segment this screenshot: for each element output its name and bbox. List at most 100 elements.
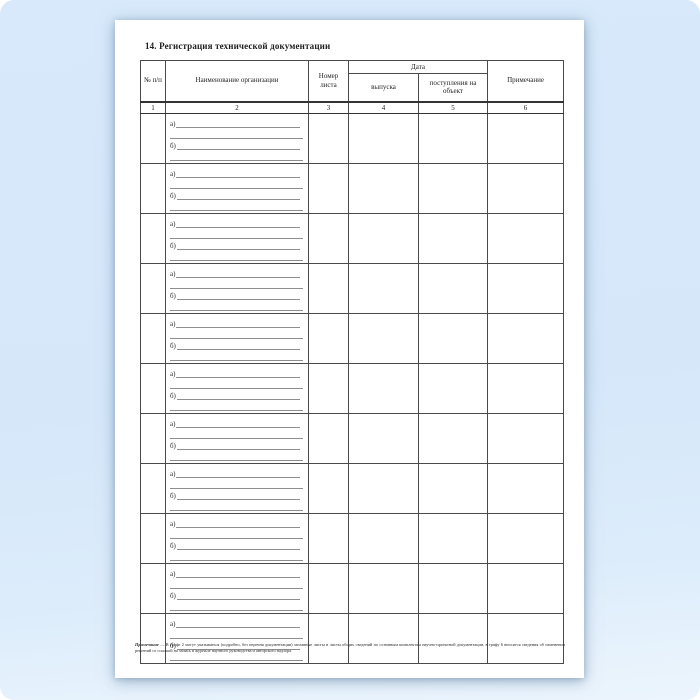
cell-organization: а) б) (165, 113, 309, 164)
cell-num (140, 363, 166, 414)
row-label-a: а) (170, 470, 176, 478)
cell-note (487, 513, 565, 564)
footnote: Примечание — В графе 2 могут указываться… (135, 642, 565, 654)
fill-in-line (176, 477, 300, 478)
row-label-a: а) (170, 520, 176, 528)
cell-sheet-number (308, 213, 349, 264)
cell-num (140, 513, 166, 564)
cell-note (487, 263, 565, 314)
row-label-a: а) (170, 620, 176, 628)
cell-organization: а) б) (165, 263, 309, 314)
table-row: а) б) (140, 213, 565, 264)
cell-sheet-number (308, 113, 349, 164)
row-label-b: б) (170, 392, 176, 400)
cell-organization: а) б) (165, 563, 309, 614)
cell-date-issue (348, 163, 419, 214)
fill-in-line (170, 138, 303, 139)
cell-sheet-number (308, 263, 349, 314)
fill-in-line (170, 460, 303, 461)
cell-date-issue (348, 363, 419, 414)
fill-in-line (176, 127, 300, 128)
cell-note (487, 563, 565, 614)
row-label-b: б) (170, 592, 176, 600)
cell-date-issue (348, 113, 419, 164)
row-label-a: а) (170, 220, 176, 228)
fill-in-line (176, 249, 300, 250)
cell-sheet-number (308, 163, 349, 214)
cell-date-issue (348, 213, 419, 264)
cell-num (140, 163, 166, 214)
cell-organization: а) б) (165, 363, 309, 414)
fill-in-line (176, 627, 300, 628)
cell-organization: а) б) (165, 413, 309, 464)
fill-in-line (170, 638, 303, 639)
row-label-b: б) (170, 342, 176, 350)
column-number: 6 (487, 100, 565, 114)
fill-in-line (170, 388, 303, 389)
column-numbers-row: 1 2 3 4 5 6 (140, 100, 565, 114)
cell-sheet-number (308, 513, 349, 564)
cell-date-received (417, 363, 489, 414)
row-label-b: б) (170, 542, 176, 550)
fill-in-line (176, 327, 300, 328)
row-label-a: а) (170, 420, 176, 428)
header-date-issue: выпуска (348, 73, 419, 102)
cell-date-received (417, 163, 489, 214)
header-num: № п/п (140, 60, 166, 102)
fill-in-line (170, 310, 303, 311)
header-date-received: поступления на объект (417, 73, 489, 102)
column-number: 4 (348, 100, 419, 114)
fill-in-line (170, 360, 303, 361)
fill-in-line (170, 660, 303, 661)
table-row: а) б) (140, 413, 565, 464)
cell-date-issue (348, 313, 419, 364)
table-row: а) б) (140, 113, 565, 164)
fill-in-line (170, 610, 303, 611)
header-note: Примечание (487, 60, 565, 102)
cell-note (487, 163, 565, 214)
fill-in-line (176, 199, 300, 200)
table-row: а) б) (140, 263, 565, 314)
fill-in-line (176, 527, 300, 528)
cell-organization: а) б) (165, 463, 309, 514)
fill-in-line (170, 160, 303, 161)
cell-sheet-number (308, 313, 349, 364)
cell-num (140, 313, 166, 364)
table-row: а) б) (140, 613, 565, 664)
row-label-a: а) (170, 320, 176, 328)
fill-in-line (170, 510, 303, 511)
fill-in-line (176, 399, 300, 400)
row-label-b: б) (170, 142, 176, 150)
cell-note (487, 213, 565, 264)
fill-in-line (176, 227, 300, 228)
cell-sheet-number (308, 413, 349, 464)
row-label-b: б) (170, 292, 176, 300)
fill-in-line (170, 488, 303, 489)
cell-num (140, 113, 166, 164)
row-label-b: б) (170, 492, 176, 500)
cell-date-received (417, 463, 489, 514)
footnote-label: Примечание (135, 642, 159, 647)
table-row: а) б) (140, 563, 565, 614)
row-label-a: а) (170, 570, 176, 578)
fill-in-line (176, 449, 300, 450)
cell-sheet-number (308, 613, 349, 664)
cell-sheet-number (308, 563, 349, 614)
cell-num (140, 463, 166, 514)
cell-organization: а) б) (165, 613, 309, 664)
row-label-a: а) (170, 120, 176, 128)
cell-date-received (417, 263, 489, 314)
fill-in-line (176, 377, 300, 378)
table-row: а) б) (140, 363, 565, 414)
row-label-b: б) (170, 192, 176, 200)
column-number: 5 (417, 100, 489, 114)
cell-date-received (417, 613, 489, 664)
table-header: № п/п Наименование организации Номер лис… (140, 60, 565, 114)
fill-in-line (176, 177, 300, 178)
cell-date-received (417, 313, 489, 364)
fill-in-line (170, 538, 303, 539)
cell-date-received (417, 113, 489, 164)
registration-table: № п/п Наименование организации Номер лис… (140, 60, 565, 664)
cell-date-received (417, 513, 489, 564)
